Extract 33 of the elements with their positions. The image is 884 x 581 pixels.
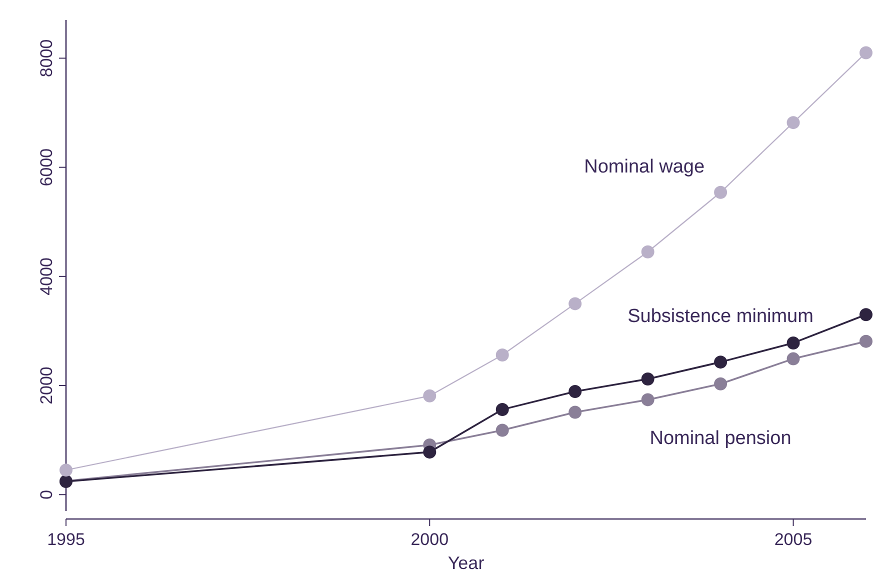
point xyxy=(641,245,654,258)
x-tick-label: 2000 xyxy=(410,530,449,549)
y-tick-label: 6000 xyxy=(37,148,56,186)
x-axis-title: Year xyxy=(448,553,484,573)
point xyxy=(641,372,654,386)
point xyxy=(860,334,872,348)
point xyxy=(496,403,509,416)
point xyxy=(568,406,582,419)
x-tick-label: 1995 xyxy=(47,530,85,549)
point xyxy=(60,464,72,477)
point xyxy=(786,352,800,366)
point xyxy=(860,308,872,322)
point xyxy=(714,356,728,369)
point xyxy=(496,424,509,437)
series-label: Nominal pension xyxy=(650,428,792,449)
series-label: Nominal wage xyxy=(584,156,705,178)
y-tick-label: 4000 xyxy=(37,257,56,296)
point xyxy=(860,46,872,60)
point xyxy=(496,348,509,362)
point xyxy=(423,389,436,402)
y-tick-label: 8000 xyxy=(37,39,56,78)
series-label: Subsistence minimum xyxy=(628,306,814,328)
point xyxy=(714,186,728,199)
point xyxy=(568,297,582,310)
point xyxy=(423,446,436,459)
y-tick-label: 2000 xyxy=(37,366,56,404)
point xyxy=(714,377,728,390)
point xyxy=(786,336,800,350)
point xyxy=(786,116,800,130)
x-tick-label: 2005 xyxy=(774,530,812,549)
point xyxy=(641,393,654,406)
y-tick-label: 0 xyxy=(37,490,56,500)
point xyxy=(568,385,582,398)
